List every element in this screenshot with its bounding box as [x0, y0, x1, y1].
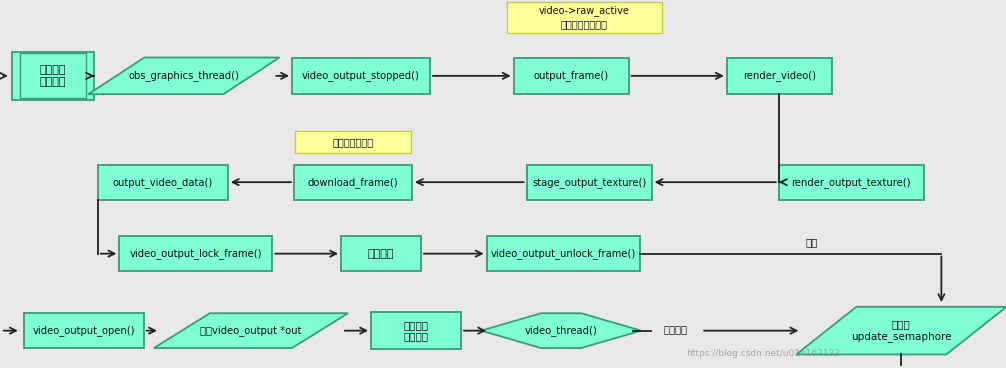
Text: stage_output_texture(): stage_output_texture()	[532, 177, 646, 188]
Polygon shape	[89, 57, 280, 94]
Text: 信号量
update_semaphore: 信号量 update_semaphore	[851, 319, 952, 342]
Text: video_output_open(): video_output_open()	[32, 325, 135, 336]
FancyBboxPatch shape	[726, 57, 832, 94]
FancyBboxPatch shape	[526, 165, 652, 199]
Text: https://blog.csdn.net/u014162133: https://blog.csdn.net/u014162133	[686, 349, 840, 358]
Text: 等待唤醒: 等待唤醒	[663, 325, 687, 335]
FancyBboxPatch shape	[120, 236, 273, 271]
Text: output_video_data(): output_video_data()	[113, 177, 213, 188]
Text: obs_graphics_thread(): obs_graphics_thread()	[129, 70, 239, 81]
Text: 编码转换: 编码转换	[368, 249, 394, 259]
FancyBboxPatch shape	[341, 236, 422, 271]
FancyBboxPatch shape	[487, 236, 640, 271]
FancyBboxPatch shape	[507, 1, 662, 33]
Text: video->raw_active
被激活才输出画面: video->raw_active 被激活才输出画面	[538, 6, 630, 29]
FancyBboxPatch shape	[24, 313, 144, 348]
Polygon shape	[154, 313, 348, 348]
Text: render_output_texture(): render_output_texture()	[792, 177, 911, 188]
FancyBboxPatch shape	[20, 53, 86, 98]
Text: 构造video_output *out: 构造video_output *out	[200, 325, 302, 336]
Text: output_frame(): output_frame()	[533, 70, 609, 81]
FancyBboxPatch shape	[514, 57, 629, 94]
Text: 唤醒: 唤醒	[805, 237, 818, 247]
Text: video_thread(): video_thread()	[525, 325, 598, 336]
Polygon shape	[797, 307, 1006, 354]
Polygon shape	[481, 313, 641, 348]
Text: download_frame(): download_frame()	[308, 177, 398, 188]
Text: 创建视频
输出线程: 创建视频 输出线程	[403, 320, 429, 342]
FancyBboxPatch shape	[98, 165, 228, 199]
FancyBboxPatch shape	[779, 165, 924, 199]
Text: video_output_lock_frame(): video_output_lock_frame()	[130, 248, 263, 259]
Text: 创建画面
合成线程: 创建画面 合成线程	[39, 65, 66, 86]
Text: render_video(): render_video()	[742, 70, 816, 81]
Text: video_output_stopped(): video_output_stopped()	[302, 70, 420, 81]
FancyBboxPatch shape	[296, 131, 410, 153]
FancyBboxPatch shape	[371, 312, 461, 349]
FancyBboxPatch shape	[12, 52, 94, 100]
FancyBboxPatch shape	[292, 57, 430, 94]
FancyBboxPatch shape	[294, 165, 412, 199]
Text: video_output_unlock_frame(): video_output_unlock_frame()	[491, 248, 636, 259]
Text: 获取视频流数据: 获取视频流数据	[332, 137, 373, 147]
